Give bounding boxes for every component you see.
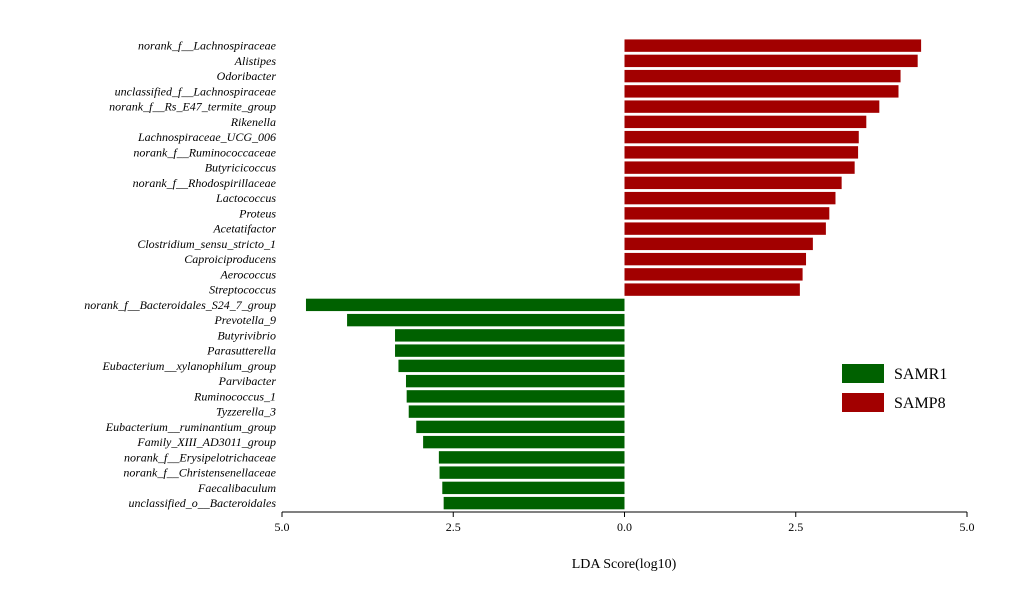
bar: [624, 69, 901, 83]
category-label: Family_XIII_AD3011_group: [136, 435, 276, 449]
x-tick-label: 2.5: [788, 520, 803, 534]
bar: [347, 313, 625, 327]
bar: [624, 146, 859, 159]
x-axis-title: LDA Score(log10): [572, 557, 677, 572]
category-label: norank_f__Ruminococcaceae: [133, 145, 276, 159]
bar: [624, 283, 800, 296]
bars-layer: [305, 39, 922, 510]
category-label: Clostridium_sensu_stricto_1: [137, 237, 276, 251]
bar: [624, 85, 899, 98]
bar: [624, 222, 826, 235]
category-label: Ruminococcus_1: [193, 389, 276, 403]
bar: [624, 161, 855, 174]
category-label: Streptococcus: [209, 283, 276, 297]
category-label: Prevotella_9: [213, 313, 276, 327]
category-label: norank_f__Rhodospirillaceae: [133, 176, 277, 190]
bar: [395, 329, 625, 342]
category-label: Acetatifactor: [212, 222, 276, 236]
bar: [624, 176, 842, 190]
category-label: Alistipes: [234, 54, 277, 68]
bar: [624, 237, 813, 251]
bar: [406, 390, 625, 403]
bar: [398, 359, 625, 373]
category-label: Aerococcus: [219, 267, 276, 281]
bar: [624, 268, 803, 281]
category-label: Parasutterella: [206, 344, 276, 358]
category-label: unclassified_o__Bacteroidales: [128, 496, 276, 510]
bar: [395, 344, 625, 357]
bar: [423, 435, 625, 449]
bar: [624, 207, 830, 220]
category-label: Lachnospiraceae_UCG_006: [137, 130, 276, 144]
bar: [438, 451, 625, 464]
category-label: Lactococcus: [215, 191, 276, 205]
category-label: Eubacterium__xylanophilum_group: [101, 359, 276, 373]
bar: [624, 39, 922, 52]
category-label: norank_f__Erysipelotrichaceae: [124, 450, 277, 464]
category-label: norank_f__Rs_E47_termite_group: [109, 100, 276, 114]
bar: [416, 420, 625, 434]
category-label: norank_f__Lachnospiraceae: [138, 39, 277, 53]
category-label: Tyzzerella_3: [216, 405, 276, 419]
category-labels: norank_f__LachnospiraceaeAlistipesOdorib…: [84, 39, 276, 511]
bar: [624, 115, 867, 129]
bar: [624, 100, 880, 113]
category-label: Rikenella: [230, 115, 276, 129]
category-label: Eubacterium__ruminantium_group: [105, 420, 276, 434]
x-tick-label: 2.5: [446, 520, 461, 534]
legend-label: SAMP8: [894, 395, 946, 412]
category-label: norank_f__Bacteroidales_S24_7_group: [84, 298, 276, 312]
bar: [305, 298, 625, 312]
category-label: Faecalibaculum: [197, 481, 276, 495]
x-axis: 5.0 2.5 0.0 2.5 5.0: [275, 511, 975, 534]
legend: SAMR1 SAMP8: [842, 364, 947, 412]
category-label: Caproiciproducens: [184, 252, 276, 266]
x-tick-label: 0.0: [617, 520, 632, 534]
legend-swatch: [842, 364, 884, 383]
bar: [443, 496, 625, 510]
category-label: Parvibacter: [218, 374, 277, 388]
x-tick-label: 5.0: [960, 520, 975, 534]
category-label: Butyricicoccus: [205, 161, 277, 175]
bar: [624, 130, 859, 144]
bar: [408, 405, 625, 418]
bar: [439, 466, 625, 479]
category-label: norank_f__Christensenellaceae: [123, 466, 276, 480]
bar: [624, 54, 918, 68]
bar: [624, 252, 807, 266]
category-label: Butyrivibrio: [217, 328, 276, 342]
category-label: unclassified_f__Lachnospiraceae: [115, 84, 277, 98]
legend-swatch: [842, 393, 884, 412]
bar: [624, 191, 836, 205]
category-label: Odoribacter: [217, 69, 277, 83]
bar: [442, 481, 625, 495]
category-label: Proteus: [238, 206, 276, 220]
legend-label: SAMR1: [894, 366, 947, 383]
bar: [405, 374, 625, 388]
x-tick-label: 5.0: [275, 520, 290, 534]
